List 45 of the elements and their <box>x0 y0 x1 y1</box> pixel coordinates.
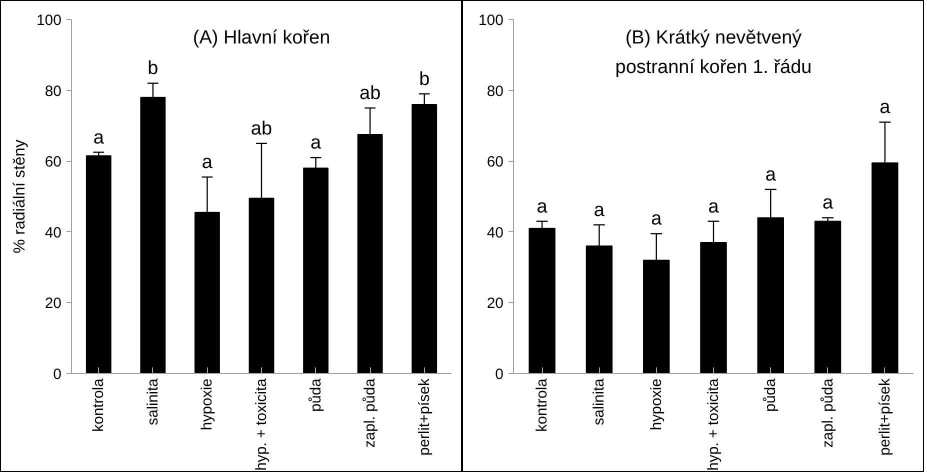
annotation: a <box>880 97 891 118</box>
x-tick-label: hypoxie <box>648 378 665 430</box>
annotation: a <box>651 208 662 230</box>
x-tick-label: zapl. půda <box>819 378 836 448</box>
annotation: a <box>310 132 322 154</box>
y-tick-label: 0 <box>53 366 62 383</box>
bar <box>86 155 112 374</box>
annotation: a <box>822 192 834 214</box>
annotation: ab <box>250 118 272 140</box>
x-tick-label: hypoxie <box>198 378 216 430</box>
x-tick-label: kontrola <box>90 378 108 432</box>
x-tick-label: zapl. půda <box>362 378 379 448</box>
y-tick-label: 0 <box>495 366 504 383</box>
annotation: a <box>708 196 720 218</box>
annotation: a <box>594 200 605 221</box>
x-tick-label: hyp. + toxicita <box>253 378 270 471</box>
chart-title: (A) Hlavní kořen <box>192 28 330 48</box>
annotation: a <box>202 152 213 174</box>
x-tick-label: salinita <box>590 378 608 426</box>
annotation: a <box>536 196 548 218</box>
x-tick-label: půda <box>307 378 324 412</box>
annotation: a <box>93 127 104 148</box>
text: (B) Krátký nevětvený postranní kořen 1. řádu <box>615 28 812 78</box>
y-tick-label: 20 <box>486 295 504 312</box>
annotation: ab <box>360 83 381 104</box>
bar <box>814 220 842 374</box>
annotation: b <box>419 68 430 90</box>
x-tick-label: perlit+písek <box>416 378 433 456</box>
x-tick-label: salinita <box>144 378 162 426</box>
y-axis-title: % radiální stěny <box>11 140 28 254</box>
y-tick-label: 20 <box>44 295 62 312</box>
x-tick-label: půda <box>762 378 780 412</box>
y-tick-label: 60 <box>486 154 504 171</box>
y-tick-label: 80 <box>486 82 504 100</box>
y-tick-label: 80 <box>44 82 62 100</box>
x-tick-label: perlit+písek <box>876 378 894 456</box>
y-tick-label: 60 <box>44 154 62 171</box>
annotation: b <box>148 58 158 80</box>
y-tick-label: 100 <box>36 12 62 29</box>
y-tick-label: 40 <box>486 224 504 242</box>
y-tick-label: 40 <box>44 224 62 242</box>
y-tick-label: 100 <box>478 12 504 29</box>
x-tick-label: hyp. + toxicita <box>705 378 722 471</box>
annotation: a <box>765 164 776 186</box>
x-tick-label: kontrola <box>534 378 551 432</box>
